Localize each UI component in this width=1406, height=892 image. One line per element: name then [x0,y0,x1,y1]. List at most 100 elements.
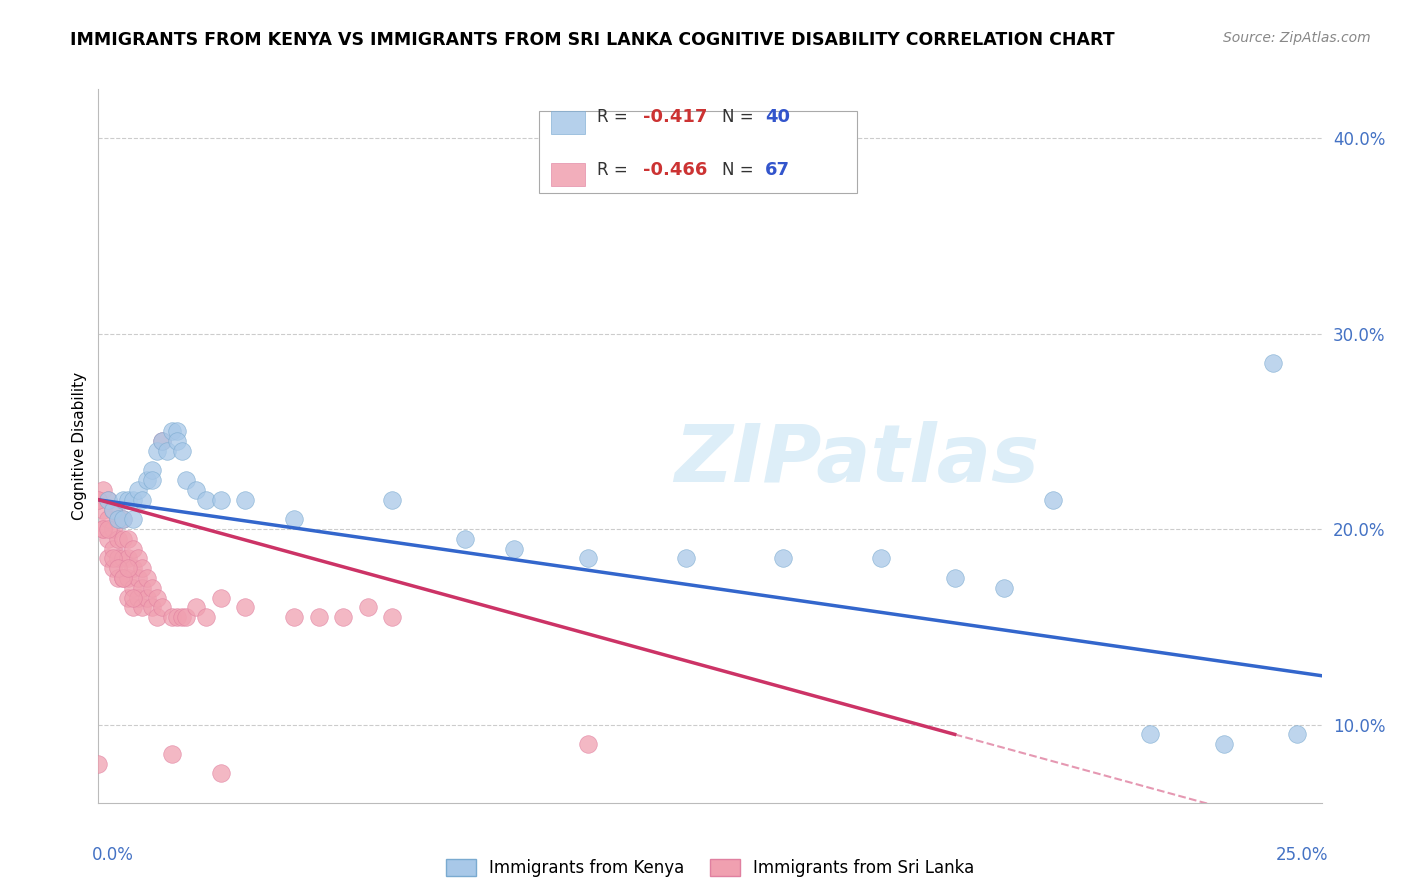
Point [283,610,305,624]
Point [233,600,256,615]
Point [146,443,169,458]
Point [186,483,208,497]
Point [146,610,169,624]
Point [136,591,159,605]
Point [993,581,1015,595]
Point [170,610,193,624]
Point [111,512,134,526]
Point [209,766,232,780]
Text: 67: 67 [765,161,790,178]
Point [1286,727,1309,741]
Point [97,532,120,546]
Point [381,610,404,624]
Point [121,581,143,595]
Point [101,502,124,516]
Point [121,541,143,556]
Point [111,571,134,585]
Point [1261,356,1284,370]
Point [209,591,232,605]
Point [121,512,143,526]
Text: 40: 40 [765,108,790,126]
Y-axis label: Cognitive Disability: Cognitive Disability [72,372,87,520]
Point [166,425,188,439]
Point [141,463,163,477]
Point [166,434,188,449]
Point [97,522,120,536]
Point [91,522,114,536]
Point [772,551,794,566]
Point [176,610,198,624]
Text: -0.417: -0.417 [643,108,707,126]
Text: -0.466: -0.466 [643,161,707,178]
Text: 0.0%: 0.0% [93,846,134,863]
Point [131,581,153,595]
Point [170,443,193,458]
Point [121,591,143,605]
Point [160,747,183,761]
Point [160,610,183,624]
Text: ZIPatlas: ZIPatlas [675,421,1039,500]
Point [141,473,163,487]
Text: 25.0%: 25.0% [1275,846,1327,863]
Point [107,532,129,546]
Point [87,492,110,507]
Point [136,571,159,585]
Point [111,551,134,566]
Text: R =: R = [598,161,634,178]
Point [101,522,124,536]
Point [943,571,966,585]
Point [160,425,183,439]
Point [381,492,404,507]
Point [156,443,179,458]
Point [111,571,134,585]
Point [131,492,153,507]
Text: N =: N = [723,161,759,178]
FancyBboxPatch shape [538,111,856,193]
Point [101,541,124,556]
Point [141,600,163,615]
Point [503,541,526,556]
Point [675,551,697,566]
Point [176,473,198,487]
Point [97,492,120,507]
Point [332,610,354,624]
Text: IMMIGRANTS FROM KENYA VS IMMIGRANTS FROM SRI LANKA COGNITIVE DISABILITY CORRELAT: IMMIGRANTS FROM KENYA VS IMMIGRANTS FROM… [70,31,1115,49]
Point [131,561,153,575]
Point [308,610,330,624]
Point [111,512,134,526]
Point [150,600,173,615]
Point [107,512,129,526]
Point [111,532,134,546]
Text: R =: R = [598,108,634,126]
Text: Source: ZipAtlas.com: Source: ZipAtlas.com [1223,31,1371,45]
Point [195,492,218,507]
Point [117,561,139,575]
Point [136,473,159,487]
Point [87,492,110,507]
Point [111,492,134,507]
Point [117,532,139,546]
Point [121,561,143,575]
Point [127,483,149,497]
Legend: Immigrants from Kenya, Immigrants from Sri Lanka: Immigrants from Kenya, Immigrants from S… [439,852,981,884]
Point [97,512,120,526]
Point [209,492,232,507]
Point [87,756,110,771]
Point [150,434,173,449]
Point [107,512,129,526]
Point [195,610,218,624]
Point [356,600,378,615]
Point [117,571,139,585]
Point [454,532,477,546]
Point [166,610,188,624]
Point [107,551,129,566]
Point [283,512,305,526]
Point [1212,737,1234,751]
Point [870,551,893,566]
Point [127,551,149,566]
Point [576,737,599,751]
Point [101,551,124,566]
Point [91,483,114,497]
Point [117,591,139,605]
Point [131,600,153,615]
